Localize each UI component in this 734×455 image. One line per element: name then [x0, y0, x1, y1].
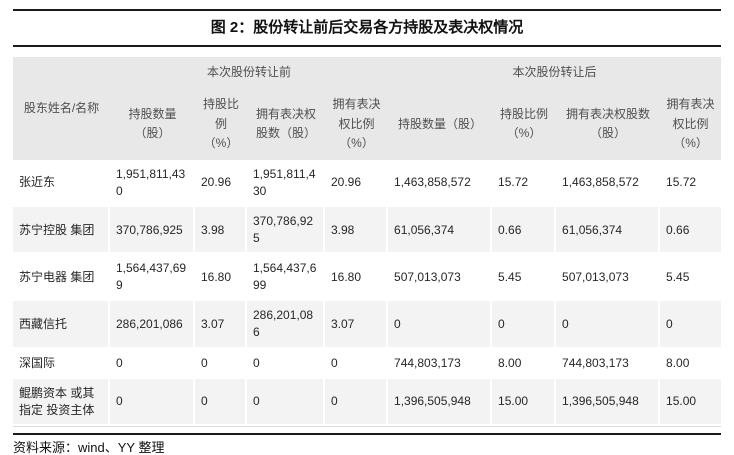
- cell-value: 15.72: [660, 160, 722, 208]
- cell-value: 20.96: [325, 160, 389, 208]
- cell-shareholder-name: 深国际: [13, 348, 110, 380]
- cell-value: 1,951,811,430: [110, 160, 195, 208]
- cell-value: 0.66: [660, 207, 722, 255]
- source-note: 资料来源：wind、YY 整理: [13, 440, 165, 455]
- cell-value: 0: [660, 301, 722, 349]
- col-header-voting-ratio-after: 拥有表决权比例（%）: [660, 88, 722, 161]
- cell-value: 1,951,811,430: [247, 160, 325, 208]
- cell-value: 286,201,086: [247, 301, 325, 349]
- table-row: 张近东 1,951,811,430 20.96 1,951,811,430 20…: [13, 160, 722, 208]
- shareholding-table: 股东姓名/名称 本次股份转让前 本次股份转让后 持股数量（股） 持股比例（%） …: [13, 57, 722, 428]
- table-row: 西藏信托 286,201,086 3.07 286,201,086 3.07 0…: [13, 301, 722, 349]
- title-bottom-rule: [13, 45, 721, 47]
- cell-value: 8.00: [492, 348, 557, 380]
- cell-value: 61,056,374: [388, 207, 493, 255]
- cell-value: 3.98: [325, 207, 389, 255]
- cell-shareholder-name: 西藏信托: [13, 301, 110, 349]
- cell-value: 744,803,173: [388, 348, 493, 380]
- col-header-voting-ratio-before: 拥有表决权比例（%）: [325, 88, 389, 161]
- table-row: 深国际 0 0 0 0 744,803,173 8.00 744,803,173…: [13, 348, 722, 380]
- cell-value: 1,463,858,572: [556, 160, 661, 208]
- cell-value: 15.00: [492, 379, 557, 427]
- cell-value: 0: [110, 348, 195, 380]
- top-rule: [13, 9, 721, 11]
- cell-value: 370,786,925: [110, 207, 195, 255]
- cell-shareholder-name: 苏宁电器 集团: [13, 254, 110, 302]
- group-header-before: 本次股份转让前: [110, 57, 389, 89]
- col-header-share-ratio-before: 持股比例（%）: [195, 88, 247, 161]
- cell-value: 507,013,073: [388, 254, 493, 302]
- cell-value: 744,803,173: [556, 348, 661, 380]
- cell-value: 0: [556, 301, 661, 349]
- cell-value: 16.80: [195, 254, 247, 302]
- cell-value: 3.07: [325, 301, 389, 349]
- table-row: 鲲鹏资本 或其指定 投资主体 0 0 0 0 1,396,505,948 15.…: [13, 379, 722, 427]
- col-header-share-ratio-after: 持股比例（%）: [492, 88, 557, 161]
- cell-value: 1,564,437,699: [247, 254, 325, 302]
- col-header-shares-held-after: 持股数量（股）: [388, 88, 493, 161]
- cell-value: 1,564,437,699: [110, 254, 195, 302]
- col-header-voting-shares-before: 拥有表决权股数（股）: [247, 88, 325, 161]
- cell-value: 3.07: [195, 301, 247, 349]
- table-row: 苏宁控股 集团 370,786,925 3.98 370,786,925 3.9…: [13, 207, 722, 255]
- cell-value: 16.80: [325, 254, 389, 302]
- table-row: 苏宁电器 集团 1,564,437,699 16.80 1,564,437,69…: [13, 254, 722, 302]
- cell-value: 0: [325, 348, 389, 380]
- footer-top-rule: [13, 433, 721, 436]
- cell-value: 0.66: [492, 207, 557, 255]
- cell-value: 0: [247, 379, 325, 427]
- cell-value: 0: [492, 301, 557, 349]
- cell-value: 0: [388, 301, 493, 349]
- cell-value: 0: [247, 348, 325, 380]
- cell-value: 5.45: [492, 254, 557, 302]
- cell-value: 15.00: [660, 379, 722, 427]
- cell-value: 370,786,925: [247, 207, 325, 255]
- cell-value: 20.96: [195, 160, 247, 208]
- col-header-voting-shares-after: 拥有表决权股数（股）: [556, 88, 661, 161]
- cell-value: 286,201,086: [110, 301, 195, 349]
- cell-value: 0: [325, 379, 389, 427]
- sub-header-row: 持股数量（股） 持股比例（%） 拥有表决权股数（股） 拥有表决权比例（%） 持股…: [13, 88, 722, 161]
- cell-value: 0: [195, 379, 247, 427]
- cell-value: 5.45: [660, 254, 722, 302]
- cell-value: 0: [110, 379, 195, 427]
- cell-shareholder-name: 苏宁控股 集团: [13, 207, 110, 255]
- cell-shareholder-name: 鲲鹏资本 或其指定 投资主体: [13, 379, 110, 427]
- figure-title: 图 2：股份转让前后交易各方持股及表决权情况: [210, 19, 524, 36]
- group-header-after: 本次股份转让后: [388, 57, 722, 89]
- cell-shareholder-name: 张近东: [13, 160, 110, 208]
- cell-value: 507,013,073: [556, 254, 661, 302]
- cell-value: 1,396,505,948: [388, 379, 493, 427]
- cell-value: 1,396,505,948: [556, 379, 661, 427]
- group-header-row: 股东姓名/名称 本次股份转让前 本次股份转让后: [13, 57, 722, 161]
- cell-value: 61,056,374: [556, 207, 661, 255]
- col-header-shareholder: 股东姓名/名称: [13, 57, 110, 161]
- cell-value: 15.72: [492, 160, 557, 208]
- cell-value: 0: [195, 348, 247, 380]
- cell-value: 8.00: [660, 348, 722, 380]
- cell-value: 3.98: [195, 207, 247, 255]
- cell-value: 1,463,858,572: [388, 160, 493, 208]
- col-header-shares-held-before: 持股数量（股）: [110, 88, 195, 161]
